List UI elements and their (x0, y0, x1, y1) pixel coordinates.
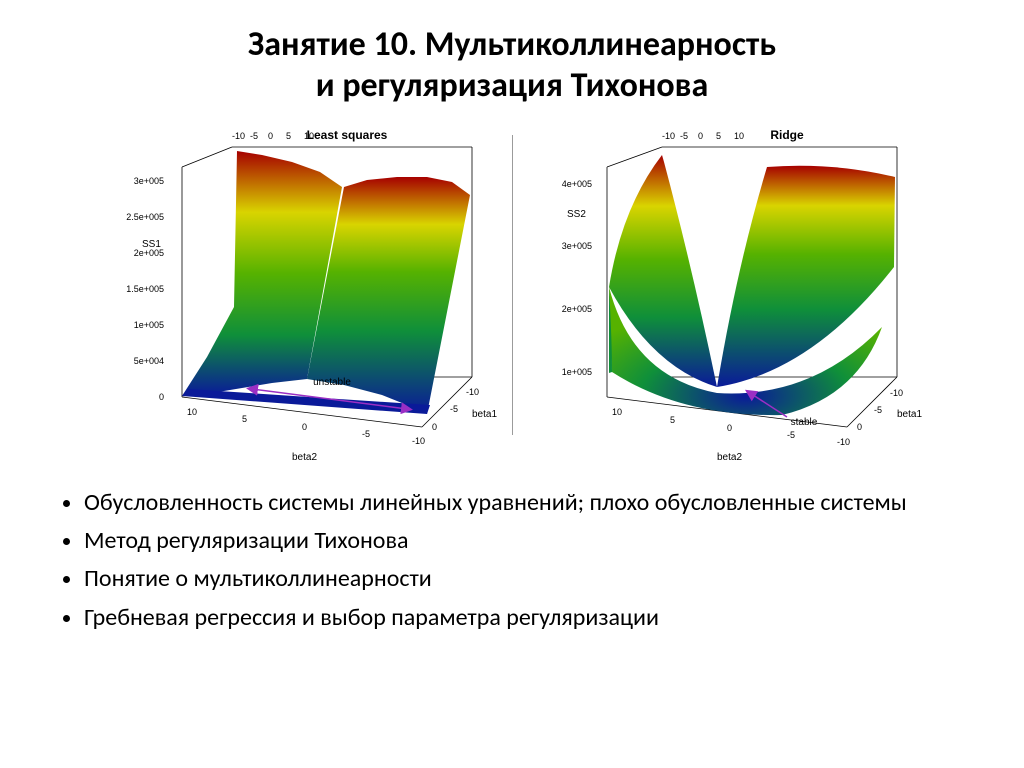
svg-text:0: 0 (727, 423, 732, 433)
svg-text:-10: -10 (890, 388, 903, 398)
chart-right: -10 -5 0 5 10 Ridge SS2 (512, 117, 932, 467)
svg-text:10: 10 (734, 131, 744, 141)
svg-text:10: 10 (612, 407, 622, 417)
list-item: Обусловленность системы линейных уравнен… (84, 487, 974, 519)
chart-right-svg: -10 -5 0 5 10 Ridge SS2 (512, 117, 932, 467)
beta2-label: beta2 (292, 452, 317, 463)
svg-text:-5: -5 (250, 131, 258, 141)
chart-divider (512, 135, 513, 435)
svg-text:-10: -10 (232, 131, 245, 141)
svg-text:0: 0 (268, 131, 273, 141)
svg-text:4e+005: 4e+005 (562, 179, 592, 189)
surface (609, 155, 895, 415)
svg-text:2.5e+005: 2.5e+005 (126, 212, 164, 222)
svg-text:2e+005: 2e+005 (134, 248, 164, 258)
svg-text:3e+005: 3e+005 (134, 176, 164, 186)
svg-text:-10: -10 (466, 387, 479, 397)
title-line-1: Занятие 10. Мультиколлинеарность (248, 24, 776, 65)
bullet-list: Обусловленность системы линейных уравнен… (60, 487, 974, 635)
beta2-label: beta2 (717, 452, 742, 463)
chart-left-svg: -10 -5 0 5 10 Least squares (92, 117, 512, 467)
list-item: Понятие о мультиколлинеарности (84, 563, 974, 595)
top-back-ticks: -10 -5 0 5 10 (662, 131, 744, 141)
svg-text:5: 5 (242, 414, 247, 424)
svg-text:0: 0 (302, 422, 307, 432)
svg-text:-10: -10 (662, 131, 675, 141)
z-ticks: 0 5e+004 1e+005 1.5e+005 2e+005 2.5e+005… (126, 176, 164, 402)
z-label: SS2 (567, 209, 586, 220)
svg-text:-10: -10 (412, 436, 425, 446)
chart-right-title: Ridge (770, 128, 804, 142)
surface (182, 151, 470, 414)
svg-text:0: 0 (857, 422, 862, 432)
title-line-2: и регуляризация Тихонова (316, 65, 709, 106)
list-item: Метод регуляризации Тихонова (84, 525, 974, 557)
svg-text:5e+004: 5e+004 (134, 356, 164, 366)
svg-text:5: 5 (670, 415, 675, 425)
unstable-label: unstable (313, 377, 351, 388)
slide: Занятие 10. Мультиколлинеарность и регул… (0, 0, 1024, 768)
svg-text:-5: -5 (874, 405, 882, 415)
beta1-label: beta1 (897, 409, 922, 420)
svg-text:1.5e+005: 1.5e+005 (126, 284, 164, 294)
stable-label: stable (791, 417, 818, 428)
chart-left-title: Least squares (307, 128, 388, 142)
chart-row: -10 -5 0 5 10 Least squares (50, 117, 974, 467)
svg-text:-10: -10 (837, 437, 850, 447)
svg-text:1e+005: 1e+005 (562, 367, 592, 377)
slide-title: Занятие 10. Мультиколлинеарность и регул… (50, 25, 974, 107)
svg-text:10: 10 (187, 407, 197, 417)
svg-text:-5: -5 (787, 430, 795, 440)
svg-text:-5: -5 (450, 404, 458, 414)
list-item: Гребневая регрессия и выбор параметра ре… (84, 602, 974, 634)
beta1-label: beta1 (472, 409, 497, 420)
top-back-ticks: -10 -5 0 5 10 (232, 131, 314, 141)
svg-text:1e+005: 1e+005 (134, 320, 164, 330)
svg-text:-5: -5 (680, 131, 688, 141)
svg-text:-5: -5 (362, 429, 370, 439)
svg-text:0: 0 (432, 422, 437, 432)
chart-left: -10 -5 0 5 10 Least squares (92, 117, 512, 467)
svg-text:2e+005: 2e+005 (562, 304, 592, 314)
svg-text:0: 0 (698, 131, 703, 141)
svg-text:5: 5 (286, 131, 291, 141)
svg-text:5: 5 (716, 131, 721, 141)
svg-text:0: 0 (159, 392, 164, 402)
svg-text:3e+005: 3e+005 (562, 241, 592, 251)
